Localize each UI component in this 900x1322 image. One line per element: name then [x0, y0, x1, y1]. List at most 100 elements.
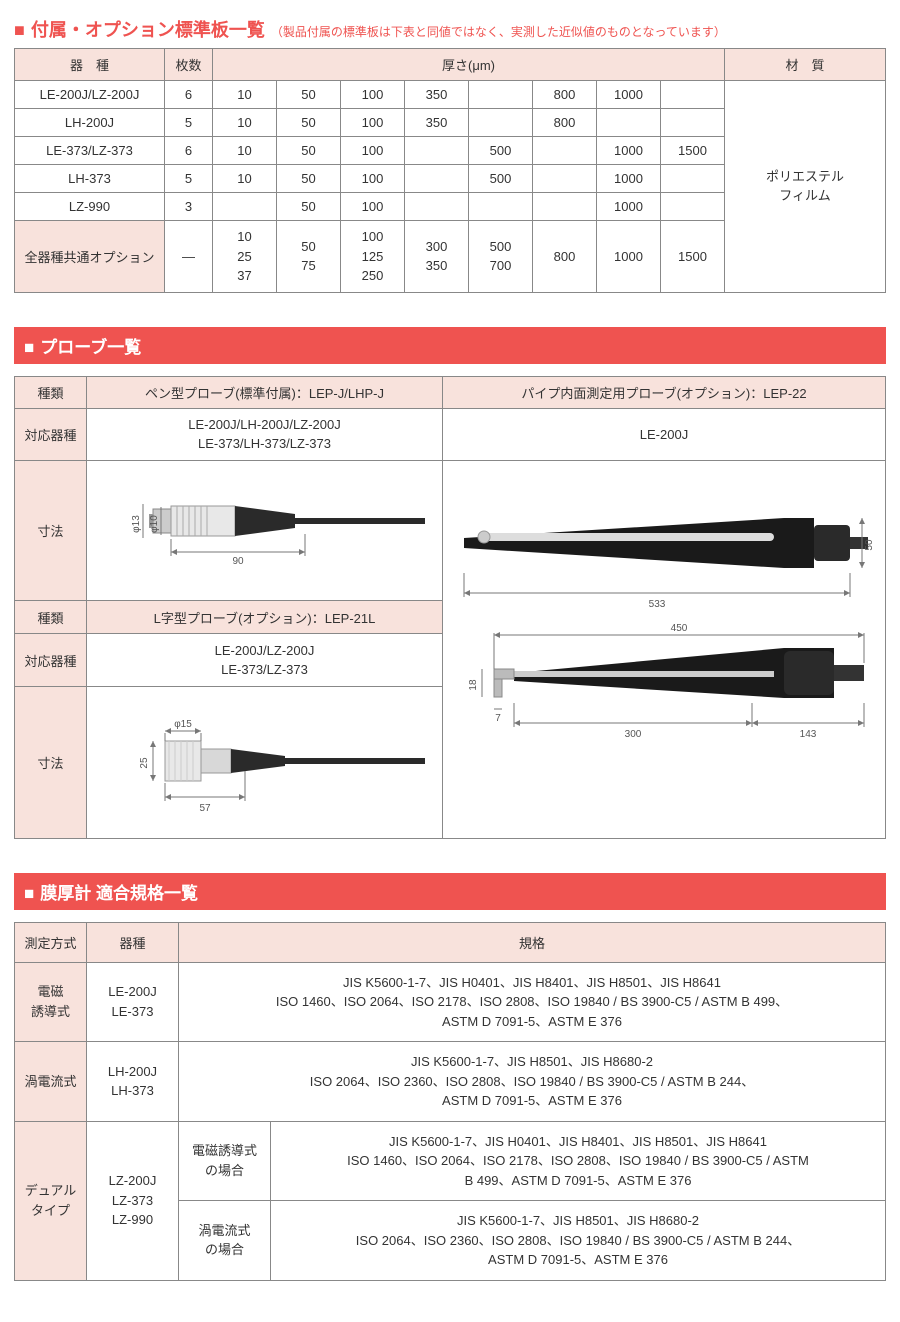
qty-cell: 5: [165, 109, 213, 137]
thickness-cell: 1000: [597, 193, 661, 221]
svg-text:25: 25: [139, 757, 150, 769]
thickness-cell: 50: [277, 193, 341, 221]
thickness-cell: 100: [341, 137, 405, 165]
thickness-cell: [661, 193, 725, 221]
square-icon: ■: [14, 20, 25, 41]
qty-cell: 5: [165, 165, 213, 193]
thickness-cell: 50: [277, 81, 341, 109]
standards-compat-table: 測定方式 器種 規格 電磁誘導式 LE-200JLE-373 JIS K5600…: [14, 922, 886, 1281]
th-thickness: 厚さ(μm): [213, 49, 725, 81]
svg-text:300: 300: [625, 729, 642, 740]
model-1: LH-200JLH-373: [87, 1042, 179, 1122]
option-label: 全器種共通オプション: [15, 221, 165, 293]
probe-table: 種類 ペン型プローブ(標準付属)：LEP-J/LHP-J パイプ内面測定用プロー…: [14, 376, 886, 839]
pen-header: ペン型プローブ(標準付属)：LEP-J/LHP-J: [87, 376, 443, 408]
thickness-cell: 1000: [597, 137, 661, 165]
pipe-probe-diagram: 533 50 450 300: [443, 460, 886, 838]
thickness-cell: 10: [213, 165, 277, 193]
svg-text:143: 143: [800, 729, 817, 740]
model-0: LE-200JLE-373: [87, 962, 179, 1042]
th-std: 規格: [179, 922, 886, 962]
pen-compat: LE-200J/LH-200J/LZ-200JLE-373/LH-373/LZ-…: [87, 408, 443, 460]
thickness-cell: 500700: [469, 221, 533, 293]
qty-cell: 6: [165, 81, 213, 109]
thickness-cell: [469, 81, 533, 109]
model-cell: LE-200J/LZ-200J: [15, 81, 165, 109]
svg-text:50: 50: [864, 539, 874, 551]
svg-text:57: 57: [199, 803, 211, 814]
th-qty: 枚数: [165, 49, 213, 81]
lshape-diagram: φ15 25 57: [87, 687, 443, 838]
qty-cell: 6: [165, 137, 213, 165]
thickness-cell: 800: [533, 221, 597, 293]
pipe-compat: LE-200J: [443, 408, 886, 460]
thickness-cell: 500: [469, 165, 533, 193]
square-icon: ■: [24, 884, 34, 904]
thickness-cell: 50: [277, 109, 341, 137]
thickness-cell: [469, 109, 533, 137]
thickness-cell: 100: [341, 81, 405, 109]
standards-table: 器 種 枚数 厚さ(μm) 材 質 LE-200J/LZ-200J6105010…: [14, 48, 886, 293]
thickness-cell: 1000: [597, 165, 661, 193]
thickness-cell: 100: [341, 109, 405, 137]
thickness-cell: 350: [405, 81, 469, 109]
thickness-cell: 50: [277, 137, 341, 165]
thickness-cell: 500: [469, 137, 533, 165]
option-qty: —: [165, 221, 213, 293]
lshape-header: L字型プローブ(オプション)：LEP-21L: [87, 601, 443, 634]
thickness-cell: [533, 137, 597, 165]
svg-text:φ15: φ15: [174, 719, 192, 730]
material-cell: ポリエステルフィルム: [725, 81, 886, 293]
thickness-cell: [213, 193, 277, 221]
model-dual: LZ-200JLZ-373LZ-990: [87, 1121, 179, 1280]
thickness-cell: 1500: [661, 137, 725, 165]
square-icon: ■: [24, 338, 34, 358]
dual-sub2-std: JIS K5600-1-7、JIS H8501、JIS H8680-2ISO 2…: [271, 1201, 886, 1281]
method-1: 渦電流式: [15, 1042, 87, 1122]
svg-text:φ13: φ13: [131, 515, 142, 533]
thickness-cell: [661, 165, 725, 193]
dual-sub1-label: 電磁誘導式の場合: [179, 1121, 271, 1201]
dual-sub2-label: 渦電流式の場合: [179, 1201, 271, 1281]
thickness-cell: 100125250: [341, 221, 405, 293]
thickness-cell: 10: [213, 109, 277, 137]
thickness-cell: 100: [341, 193, 405, 221]
thickness-cell: [405, 137, 469, 165]
th-dim: 寸法: [15, 460, 87, 601]
thickness-cell: [597, 109, 661, 137]
pen-probe-diagram: φ13 φ10 90: [87, 460, 443, 601]
section1-header: ■ 付属・オプション標準板一覧 （製品付属の標準板は下表と同値ではなく、実測した…: [14, 14, 886, 48]
th-material: 材 質: [725, 49, 886, 81]
model-cell: LE-373/LZ-373: [15, 137, 165, 165]
thickness-cell: [533, 193, 597, 221]
th-method: 測定方式: [15, 922, 87, 962]
thickness-cell: [661, 109, 725, 137]
thickness-cell: 10: [213, 81, 277, 109]
th-compat: 対応器種: [15, 408, 87, 460]
dual-sub1-std: JIS K5600-1-7、JIS H0401、JIS H8401、JIS H8…: [271, 1121, 886, 1201]
thickness-cell: 102537: [213, 221, 277, 293]
section2-title: プローブ一覧: [40, 333, 141, 358]
std-1: JIS K5600-1-7、JIS H8501、JIS H8680-2ISO 2…: [179, 1042, 886, 1122]
svg-text:φ10: φ10: [149, 515, 160, 533]
thickness-cell: [469, 193, 533, 221]
thickness-cell: 10: [213, 137, 277, 165]
svg-text:450: 450: [671, 623, 688, 634]
svg-text:533: 533: [649, 599, 666, 610]
th-type2: 種類: [15, 601, 87, 634]
thickness-cell: 100: [341, 165, 405, 193]
section3-header: ■ 膜厚計 適合規格一覧: [14, 873, 886, 910]
thickness-cell: 800: [533, 81, 597, 109]
thickness-cell: [661, 81, 725, 109]
thickness-cell: 300350: [405, 221, 469, 293]
th-compat2: 対応器種: [15, 634, 87, 687]
thickness-cell: 50: [277, 165, 341, 193]
thickness-cell: 5075: [277, 221, 341, 293]
thickness-cell: [405, 193, 469, 221]
thickness-cell: [533, 165, 597, 193]
thickness-cell: 800: [533, 109, 597, 137]
thickness-cell: 1000: [597, 221, 661, 293]
method-dual: デュアルタイプ: [15, 1121, 87, 1280]
svg-text:90: 90: [232, 556, 244, 567]
thickness-cell: 350: [405, 109, 469, 137]
